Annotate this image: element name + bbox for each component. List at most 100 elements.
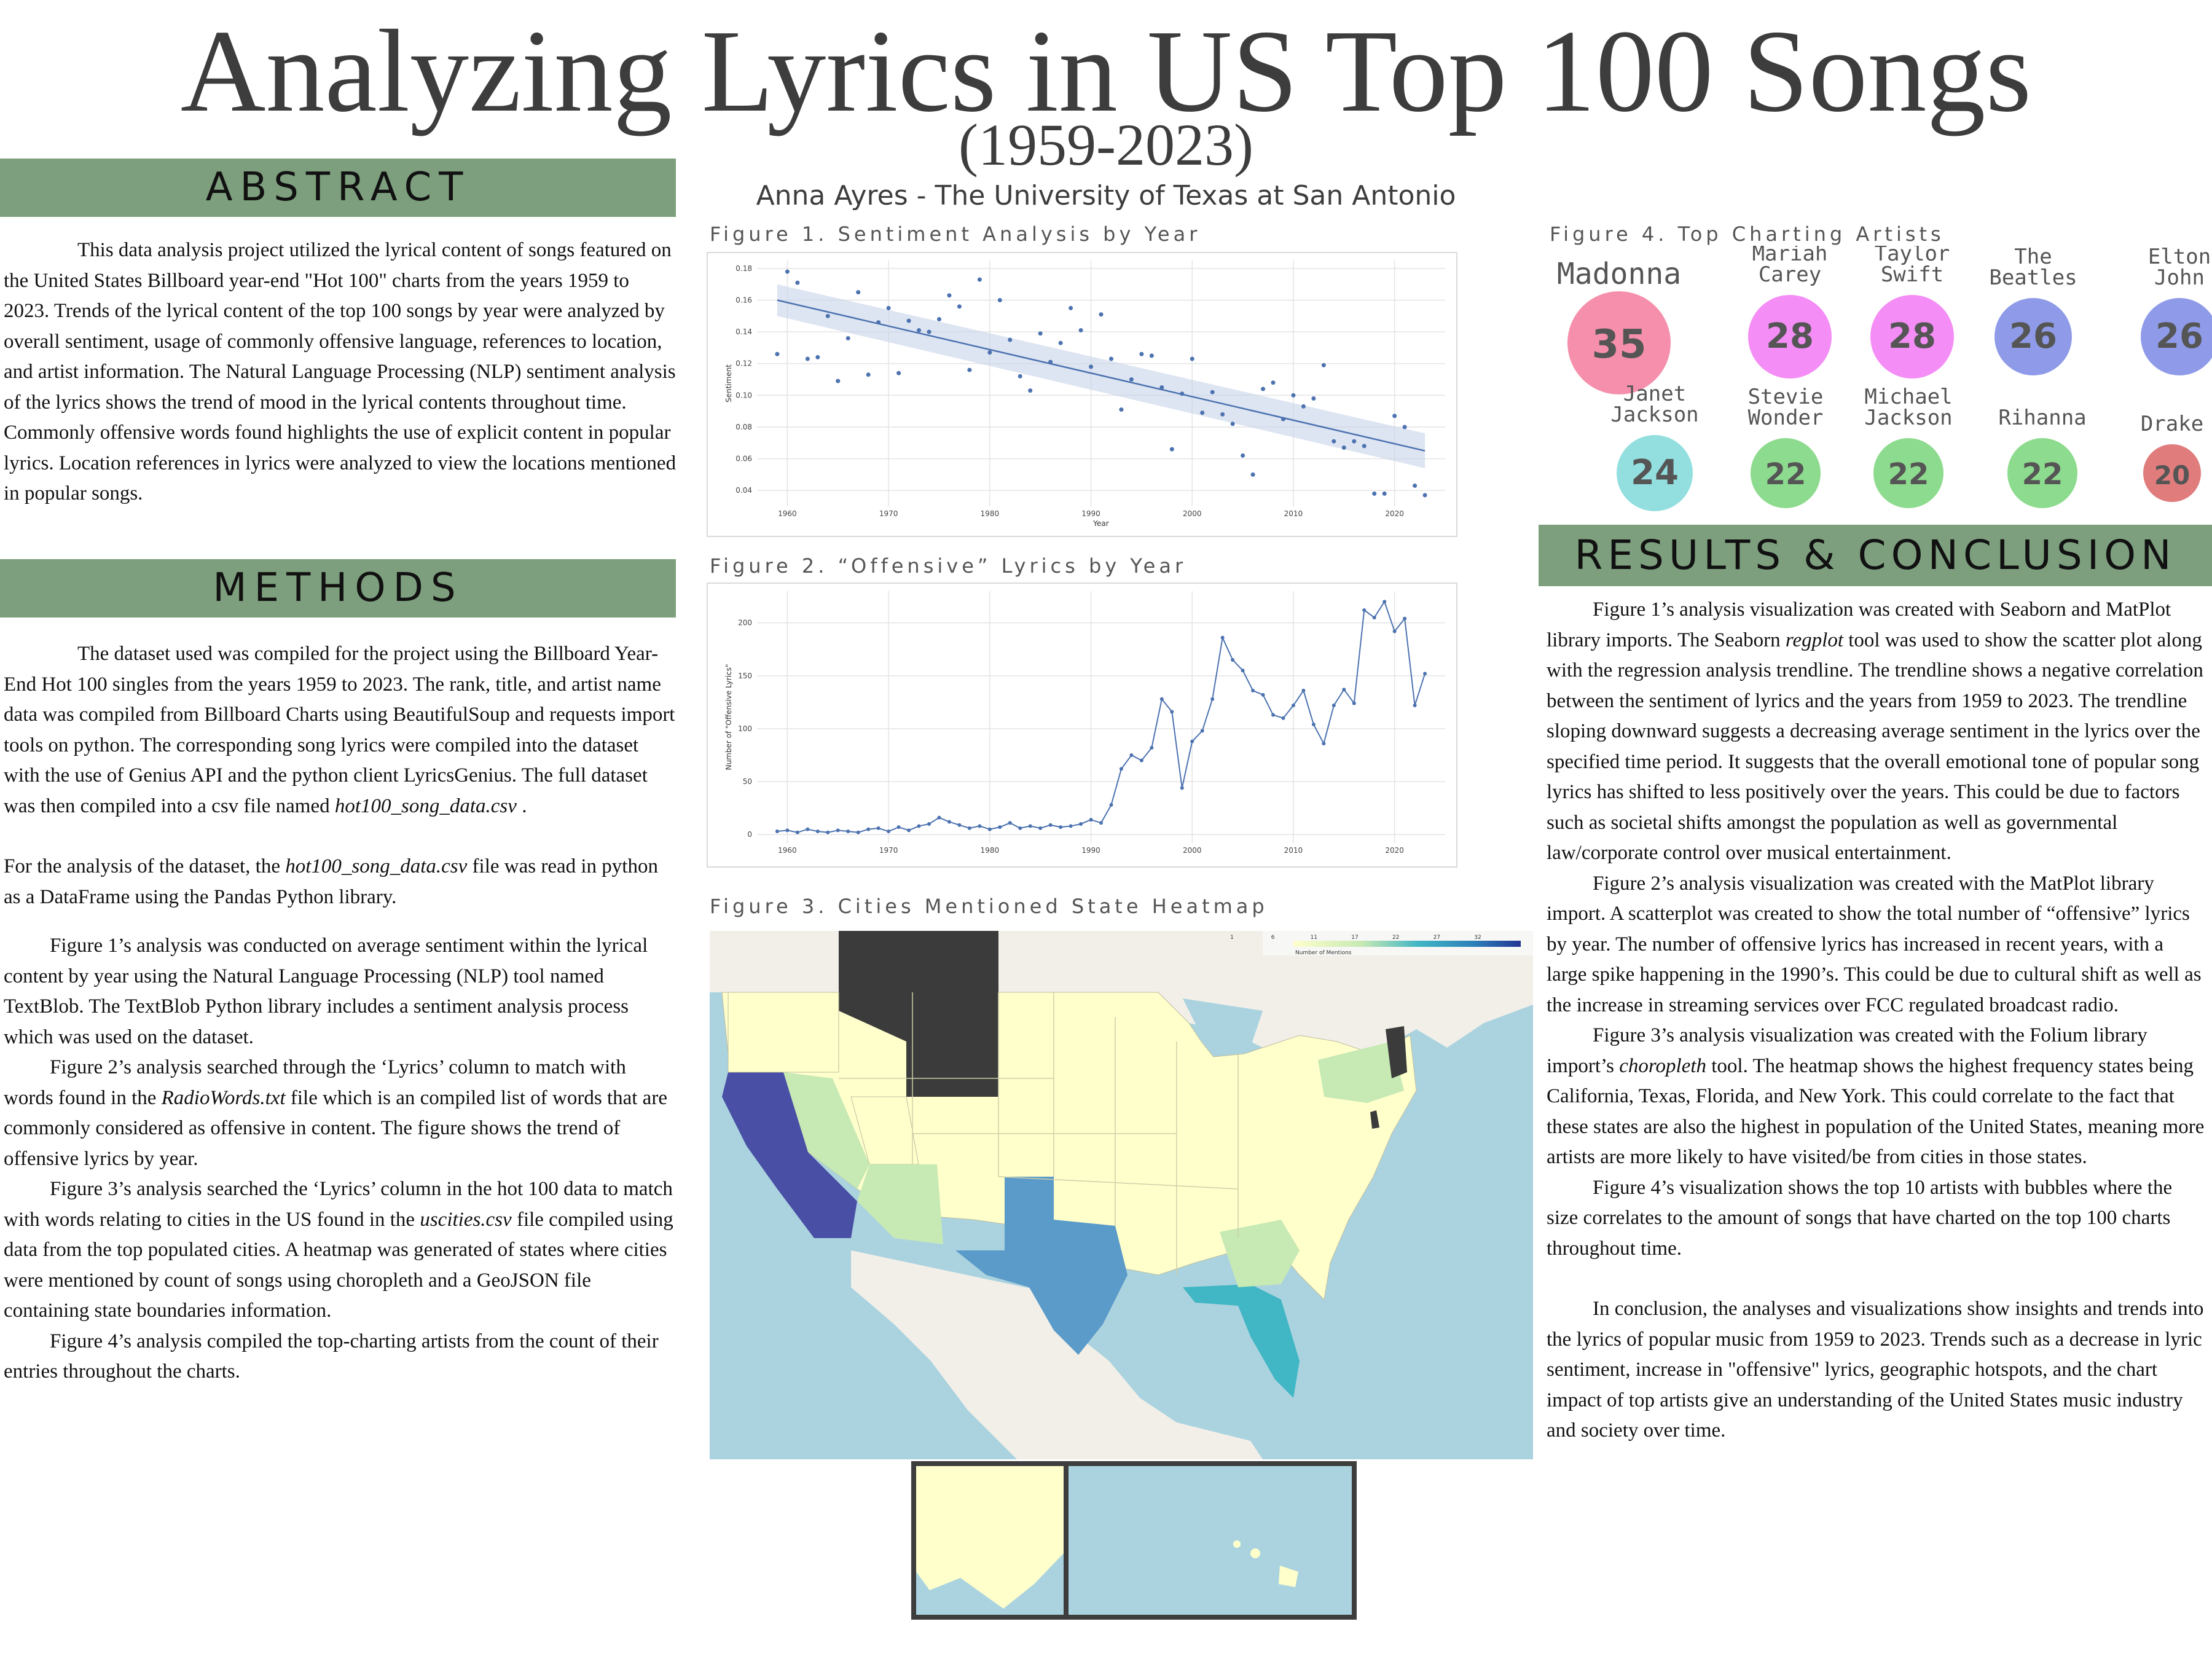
data-point <box>856 830 860 834</box>
data-point <box>845 335 850 340</box>
data-point <box>1311 723 1316 727</box>
legend-tick-label: 17 <box>1351 935 1358 941</box>
figure-1-panel: 1960 1970 1980 1990 2000 2010 2020 0.04 0.06 0.08… <box>707 252 1457 537</box>
legend-tick-label: 11 <box>1311 935 1317 941</box>
artist-song-count: 35 <box>1591 322 1646 367</box>
spacer <box>1547 1264 2207 1294</box>
data-point <box>957 823 962 827</box>
data-point <box>1018 826 1022 830</box>
data-point <box>998 825 1002 830</box>
texas-state <box>955 1177 1128 1355</box>
confidence-band <box>777 284 1426 469</box>
data-point <box>1190 739 1194 743</box>
artist-bubble <box>1567 291 1671 394</box>
inset-map-frame <box>911 1461 1357 1620</box>
data-point <box>1422 493 1427 498</box>
data-point <box>1099 312 1104 317</box>
data-point <box>1372 616 1376 620</box>
methods-p4-filename: RadioWords.txt <box>161 1086 286 1109</box>
x-tick-label: 1970 <box>879 509 898 518</box>
data-point <box>896 825 901 830</box>
data-point <box>775 351 780 356</box>
abstract-text: This data analysis project utilized the … <box>4 235 677 509</box>
figure-2-caption: Figure 2. “Offensive” Lyrics by Year <box>710 554 1187 578</box>
artist-song-count: 28 <box>1766 316 1814 356</box>
data-point <box>917 328 922 333</box>
data-point <box>866 827 871 831</box>
data-point <box>987 350 992 355</box>
data-point <box>947 820 951 824</box>
data-point <box>1311 396 1316 401</box>
artist-song-count: 22 <box>1888 457 1929 492</box>
great-lakes <box>1183 998 1263 1057</box>
x-tick-label: 1960 <box>778 509 797 518</box>
x-tick-label: 1970 <box>879 846 898 855</box>
abstract-heading: ABSTRACT <box>0 159 676 217</box>
data-point <box>1149 353 1154 358</box>
x-tick-label: 2020 <box>1385 846 1404 855</box>
data-point <box>1078 328 1083 333</box>
data-point <box>947 293 952 298</box>
artist-bubble <box>1870 295 1954 378</box>
data-point <box>1250 472 1255 477</box>
data-point <box>1362 444 1367 449</box>
data-point <box>876 826 880 830</box>
figure-1-caption: Figure 1. Sentiment Analysis by Year <box>710 222 1201 246</box>
data-point <box>967 826 971 830</box>
figure-4-caption: Figure 4. Top Charting Artists <box>1550 222 1945 246</box>
artist-name: Taylor Swift <box>1875 246 1950 287</box>
data-point <box>1413 483 1418 488</box>
methods-p2-text: For the analysis of the dataset, the <box>4 855 286 877</box>
data-point <box>825 313 830 318</box>
top-artists-bubble-chart: 35 Madonna 28 Mariah Carey 28 Taylor Swift 26 The… <box>1557 246 2212 511</box>
data-point <box>1261 692 1265 697</box>
artist-song-count: 26 <box>2009 316 2057 356</box>
results-paragraph-1: Figure 1’s analysis visualization was cr… <box>1547 595 2207 869</box>
y-tick-label: 0.12 <box>735 359 752 368</box>
results-p1-text: Figure 1’s analysis visualization was cr… <box>1547 598 2171 651</box>
data-point <box>1342 688 1346 692</box>
data-point <box>785 828 790 833</box>
methods-p2-filename: hot100_song_data.csv <box>285 855 468 877</box>
methods-paragraph-5: Figure 3’s analysis searched the ‘Lyrics… <box>4 1174 677 1327</box>
data-point <box>795 280 800 285</box>
legend-tick-label: 6 <box>1271 935 1275 941</box>
artist-bubble <box>1994 298 2072 375</box>
data-point <box>1322 742 1326 746</box>
artist-bubble <box>1748 295 1832 378</box>
data-point <box>1251 688 1255 692</box>
artist-name: Mariah Carey <box>1752 246 1828 287</box>
data-point <box>906 318 911 323</box>
data-point <box>887 830 891 834</box>
legend-label: Number of Mentions <box>1295 950 1352 956</box>
data-point <box>1028 824 1032 828</box>
pacific-northwest <box>728 992 839 1073</box>
methods-text: The dataset used was compiled for the pr… <box>4 639 677 1387</box>
data-point <box>997 298 1002 303</box>
y-tick-label: 0.06 <box>735 455 752 463</box>
data-point <box>1119 407 1124 412</box>
data-point <box>1392 629 1397 633</box>
artist-bubble <box>1873 438 1943 508</box>
spacer <box>4 822 677 852</box>
hawaii-island <box>1250 1548 1260 1558</box>
vermont-state <box>1386 1026 1407 1078</box>
data-point <box>957 304 962 309</box>
data-point <box>1018 374 1022 378</box>
mexico-land <box>851 1250 1263 1459</box>
poster-author: Anna Ayres - The University of Texas at … <box>756 180 1456 211</box>
y-tick-label: 0 <box>747 830 752 839</box>
data-point <box>1129 377 1134 382</box>
methods-p1-filename: hot100_song_data.csv <box>334 794 517 817</box>
alaska-hawaii-inset <box>916 1466 1352 1615</box>
hawaii-island <box>1233 1540 1241 1548</box>
data-point <box>836 828 840 833</box>
results-paragraph-3: Figure 3’s analysis visualization was cr… <box>1547 1021 2207 1173</box>
x-tick-label: 2000 <box>1183 846 1202 855</box>
data-point <box>805 356 810 361</box>
offensive-lyrics-line-chart: 1960 1970 1980 1990 2000 2010 2020 0 50 100 150 200… <box>724 591 1445 855</box>
y-tick-label: 0.16 <box>735 296 752 305</box>
data-point <box>1048 359 1053 364</box>
data-point <box>1291 704 1295 708</box>
methods-paragraph-1: The dataset used was compiled for the pr… <box>4 639 677 822</box>
